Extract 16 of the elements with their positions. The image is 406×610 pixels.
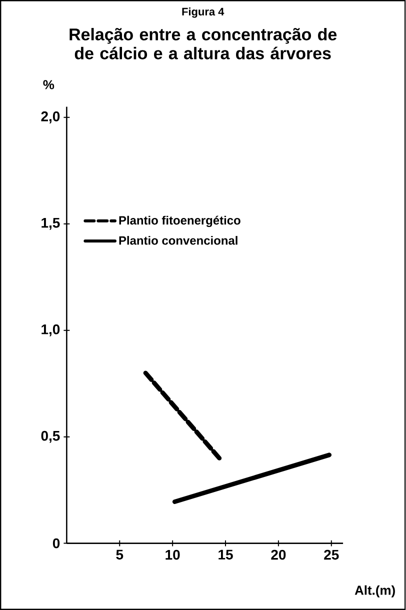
y-tick-label: 1,5 (42, 218, 60, 230)
x-tick-label: 20 (271, 550, 286, 560)
x-tick-label: 10 (166, 550, 180, 560)
chart-subtitle: Relação entre a concentração de de cálcio e a altura das árvores (70, 28, 337, 60)
y-tick-label: 1,0 (42, 324, 60, 336)
y-tick-label: 2,0 (41, 111, 60, 124)
x-tick-label: 25 (324, 550, 339, 560)
y-tick-label: 0 (53, 538, 60, 548)
legend-label: Plantio fitoenergético (119, 216, 241, 228)
x-tick-label: 5 (116, 550, 124, 560)
chart-title: Figura 4 (182, 7, 224, 18)
x-axis-title: Alt.(m) (355, 585, 396, 598)
x-tick-label: 15 (218, 550, 234, 560)
legend-label: Plantio convencional (119, 236, 238, 245)
y-tick-label: 0,5 (41, 430, 60, 443)
y-axis-title: % (43, 80, 54, 90)
